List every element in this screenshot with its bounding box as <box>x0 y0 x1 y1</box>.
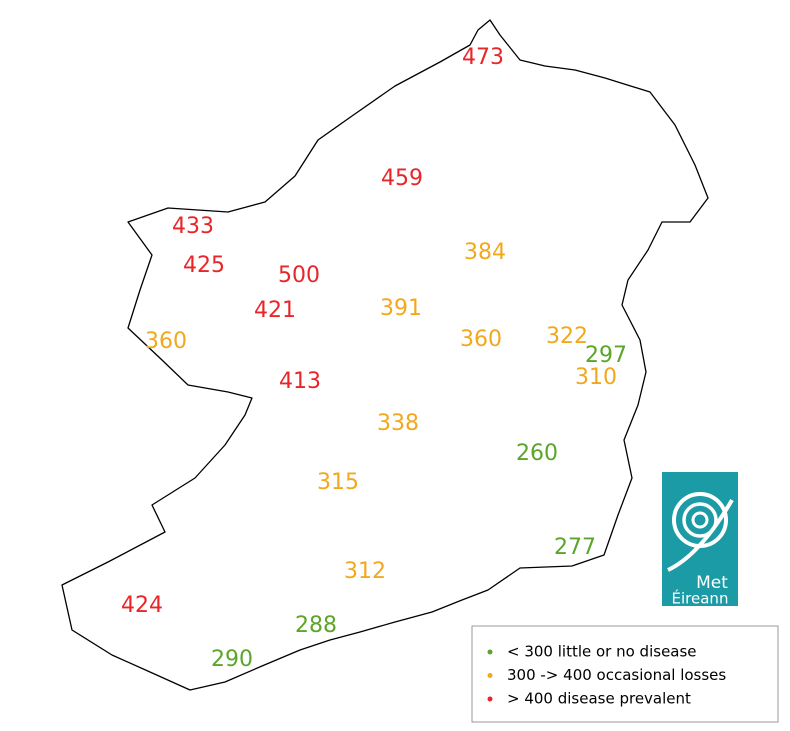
logo-spiral <box>691 511 709 529</box>
logo-spiral <box>682 502 718 538</box>
station-value: 360 <box>145 329 187 354</box>
logo-text: Met <box>696 573 728 593</box>
station-value: 360 <box>460 327 502 352</box>
station-value: 260 <box>516 441 558 466</box>
station-value: 473 <box>462 45 504 70</box>
station-value: 338 <box>377 411 419 436</box>
station-value: 288 <box>295 613 337 638</box>
legend-dot <box>487 649 493 655</box>
station-value: 424 <box>121 593 163 618</box>
station-value: 277 <box>554 535 596 560</box>
station-value: 500 <box>278 263 320 288</box>
station-value: 290 <box>211 647 253 672</box>
legend-dot <box>487 673 493 678</box>
station-value: 421 <box>254 298 296 323</box>
station-value: 433 <box>172 214 214 239</box>
station-value: 322 <box>546 324 588 349</box>
legend-label: 300 -> 400 occasional losses <box>507 666 726 684</box>
station-value: 312 <box>344 559 386 584</box>
station-value: 459 <box>381 166 423 191</box>
ireland-outline <box>61 19 709 691</box>
legend-dot <box>487 696 493 702</box>
logo-text: Éireann <box>672 589 729 608</box>
station-value: 384 <box>464 240 506 265</box>
station-value: 425 <box>183 253 225 278</box>
met-eireann-logo: Met Éireann <box>662 472 738 608</box>
logo-swoosh <box>667 498 734 572</box>
legend-label: > 400 disease prevalent <box>507 690 691 708</box>
legend-box <box>471 625 779 723</box>
station-value: 315 <box>317 470 359 495</box>
station-value: 391 <box>380 296 422 321</box>
station-value: 297 <box>585 343 627 368</box>
station-value: 413 <box>279 369 321 394</box>
station-value: 310 <box>575 365 617 390</box>
legend-label: < 300 little or no disease <box>507 643 697 661</box>
